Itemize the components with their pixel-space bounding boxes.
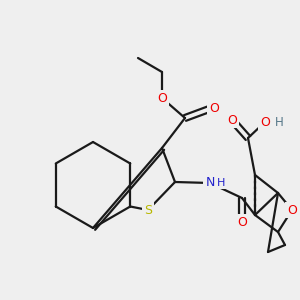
Text: O: O: [260, 116, 270, 128]
Text: O: O: [227, 113, 237, 127]
Text: N: N: [205, 176, 215, 190]
Text: O: O: [287, 203, 297, 217]
Text: H: H: [274, 116, 284, 128]
Text: O: O: [237, 215, 247, 229]
Text: O: O: [157, 92, 167, 104]
Text: O: O: [209, 101, 219, 115]
Text: H: H: [217, 178, 225, 188]
Text: S: S: [144, 203, 152, 217]
